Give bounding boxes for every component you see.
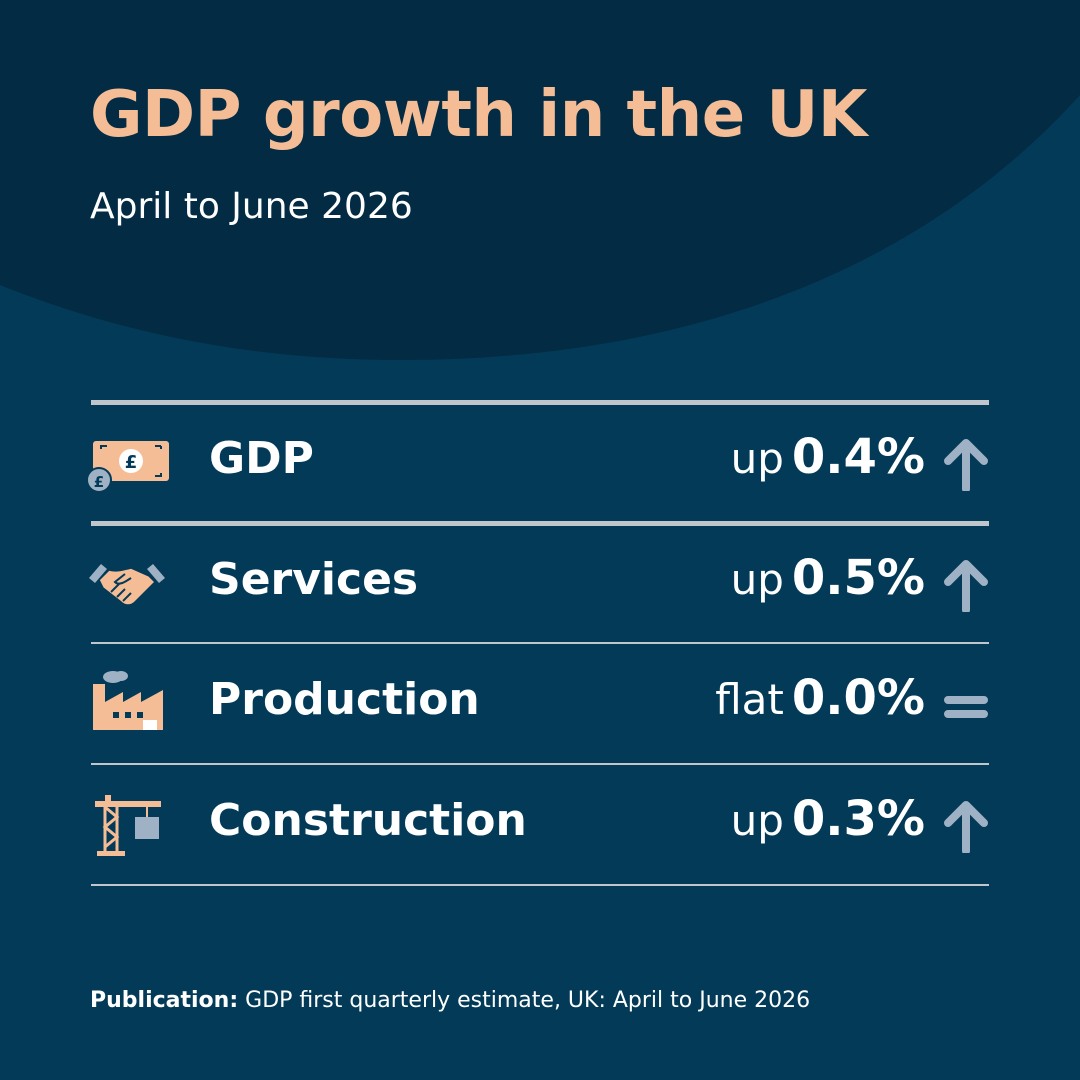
direction-text: up	[730, 555, 784, 604]
arrow-up-icon	[944, 801, 988, 853]
indicator-value: up 0.3%	[731, 791, 925, 847]
indicator-value: up 0.4%	[731, 429, 925, 485]
indicator-label: Construction	[209, 795, 527, 846]
banknote-pound-icon: £ £	[86, 441, 169, 493]
header-background-shape	[0, 0, 1080, 360]
handshake-icon	[89, 564, 165, 606]
percent-value: 0.4%	[791, 429, 925, 485]
arrow-up-icon	[944, 439, 988, 491]
publication-prefix: Publication:	[90, 988, 239, 1013]
indicator-row-production: Production flat 0.0%	[91, 642, 989, 763]
indicator-value: flat 0.0%	[715, 670, 925, 726]
direction-text: up	[730, 434, 784, 483]
indicator-row-gdp: £ £ GDP up 0.4%	[86, 400, 989, 521]
indicator-row-services: Services up 0.5%	[89, 521, 989, 642]
publication-note: Publication: GDP first quarterly estimat…	[90, 988, 810, 1013]
indicator-table: £ £ GDP up 0.4% Services up 0.5%	[86, 400, 989, 886]
indicator-row-construction: Construction up 0.3%	[91, 763, 989, 886]
crane-icon	[95, 795, 161, 856]
percent-value: 0.5%	[791, 550, 925, 606]
svg-text:£: £	[125, 452, 138, 473]
factory-icon	[93, 671, 163, 730]
arrow-up-icon	[944, 560, 988, 612]
page-subtitle: April to June 2026	[90, 186, 413, 227]
percent-value: 0.3%	[791, 791, 925, 847]
indicator-label: Production	[209, 674, 480, 725]
direction-text: up	[730, 796, 784, 845]
indicator-label: GDP	[209, 433, 314, 484]
equals-icon	[944, 696, 988, 718]
page-title: GDP growth in the UK	[90, 78, 867, 152]
indicator-value: up 0.5%	[731, 550, 925, 606]
publication-text: GDP first quarterly estimate, UK: April …	[245, 988, 811, 1013]
direction-text: flat	[715, 675, 784, 724]
percent-value: 0.0%	[791, 670, 925, 726]
svg-text:£: £	[94, 473, 104, 491]
indicator-label: Services	[209, 554, 419, 605]
